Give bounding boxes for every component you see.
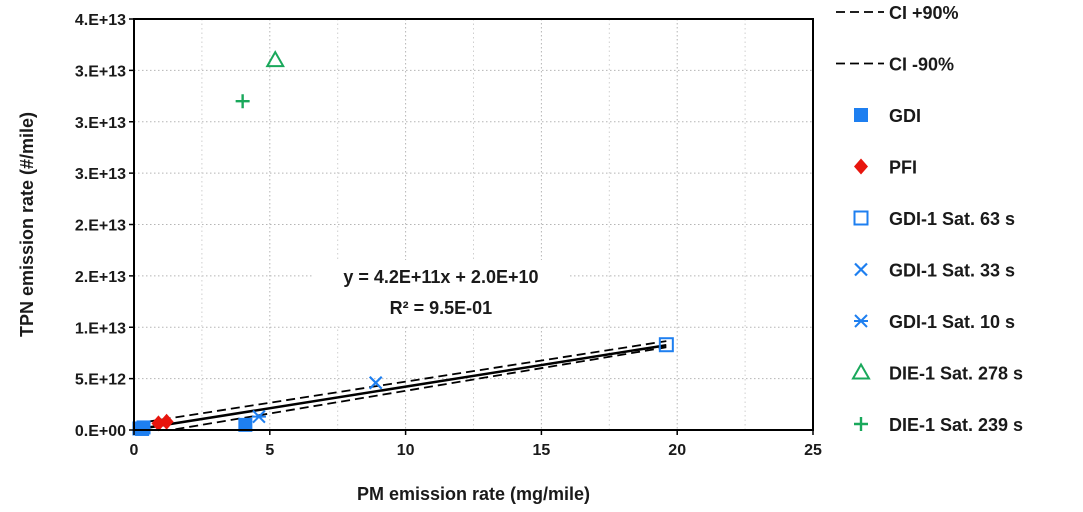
legend-label: GDI-1 Sat. 63 s <box>889 209 1015 229</box>
regression-line <box>134 343 667 430</box>
regression-equation: y = 4.2E+11x + 2.0E+10 <box>343 267 538 287</box>
legend-label: GDI <box>889 106 921 126</box>
x-tick-label: 20 <box>668 442 686 459</box>
legend-item: DIE-1 Sat. 239 s <box>854 415 1023 435</box>
y-tick-label: 3.E+13 <box>75 166 126 183</box>
data-point <box>368 375 383 390</box>
x-tick-label: 5 <box>265 442 274 459</box>
data-point <box>251 409 266 424</box>
legend-label: CI +90% <box>889 3 959 23</box>
legend-item: CI -90% <box>836 55 954 75</box>
grid-lines <box>134 18 814 430</box>
y-axis-title: TPN emission rate (#/mile) <box>17 112 37 337</box>
ci-bands <box>134 340 667 430</box>
x-tick-label: 25 <box>804 442 822 459</box>
legend-label: GDI-1 Sat. 33 s <box>889 261 1015 281</box>
ci-band-line-2 <box>165 346 667 430</box>
x-axis-title: PM emission rate (mg/mile) <box>357 484 590 504</box>
data-point <box>658 337 674 353</box>
legend-swatch-marker <box>854 262 868 277</box>
legend-item: GDI-1 Sat. 33 s <box>854 261 1015 281</box>
legend-label: DIE-1 Sat. 278 s <box>889 364 1023 384</box>
legend-label: GDI-1 Sat. 10 s <box>889 312 1015 332</box>
data-point <box>265 50 285 68</box>
legend-swatch-marker <box>853 210 869 226</box>
y-tick-label: 0.E+00 <box>75 423 126 440</box>
ci-band-line-1 <box>134 340 667 425</box>
data-point <box>136 420 151 435</box>
legend-item: GDI-1 Sat. 63 s <box>853 209 1015 229</box>
annotation-background <box>312 260 569 326</box>
x-tick-label: 10 <box>397 442 415 459</box>
y-tick-label: 4.E+13 <box>75 12 126 29</box>
legend-swatch-marker <box>854 314 868 328</box>
r-squared-label: R² = 9.5E-01 <box>390 298 493 318</box>
legend-label: DIE-1 Sat. 239 s <box>889 415 1023 435</box>
y-tick-label: 3.E+13 <box>75 115 126 132</box>
legend-swatch-marker <box>854 417 868 431</box>
legend: CI +90% CI -90% GDI PFI GDI-1 Sat. 63 s GDI-1… <box>836 3 1023 435</box>
legend-item: GDI-1 Sat. 10 s <box>854 312 1015 332</box>
y-tick-label: 1.E+13 <box>75 320 126 337</box>
legend-label: CI -90% <box>889 55 954 75</box>
legend-item: CI +90% <box>836 3 959 23</box>
axis-ticks: 0.E+00 5.E+12 1.E+13 2.E+13 2.E+13 3.E+13 3.E+… <box>75 12 822 459</box>
data-points <box>132 50 674 436</box>
y-tick-label: 3.E+13 <box>75 63 126 80</box>
data-point <box>238 417 253 432</box>
y-tick-label: 5.E+12 <box>75 372 126 389</box>
legend-item: GDI <box>854 106 921 126</box>
legend-item: PFI <box>854 158 917 178</box>
legend-label: PFI <box>889 158 917 178</box>
legend-swatch-marker <box>851 362 871 380</box>
legend-swatch-marker <box>854 108 868 122</box>
y-tick-label: 2.E+13 <box>75 218 126 235</box>
fit-line <box>134 343 667 430</box>
data-point <box>235 94 250 109</box>
legend-swatch-marker <box>854 158 868 175</box>
x-tick-label: 0 <box>130 442 139 459</box>
legend-item: DIE-1 Sat. 278 s <box>851 362 1023 384</box>
data-point <box>159 413 174 430</box>
regression-annotation: y = 4.2E+11x + 2.0E+10 R² = 9.5E-01 <box>312 260 569 326</box>
y-tick-label: 2.E+13 <box>75 269 126 286</box>
x-tick-label: 15 <box>533 442 551 459</box>
